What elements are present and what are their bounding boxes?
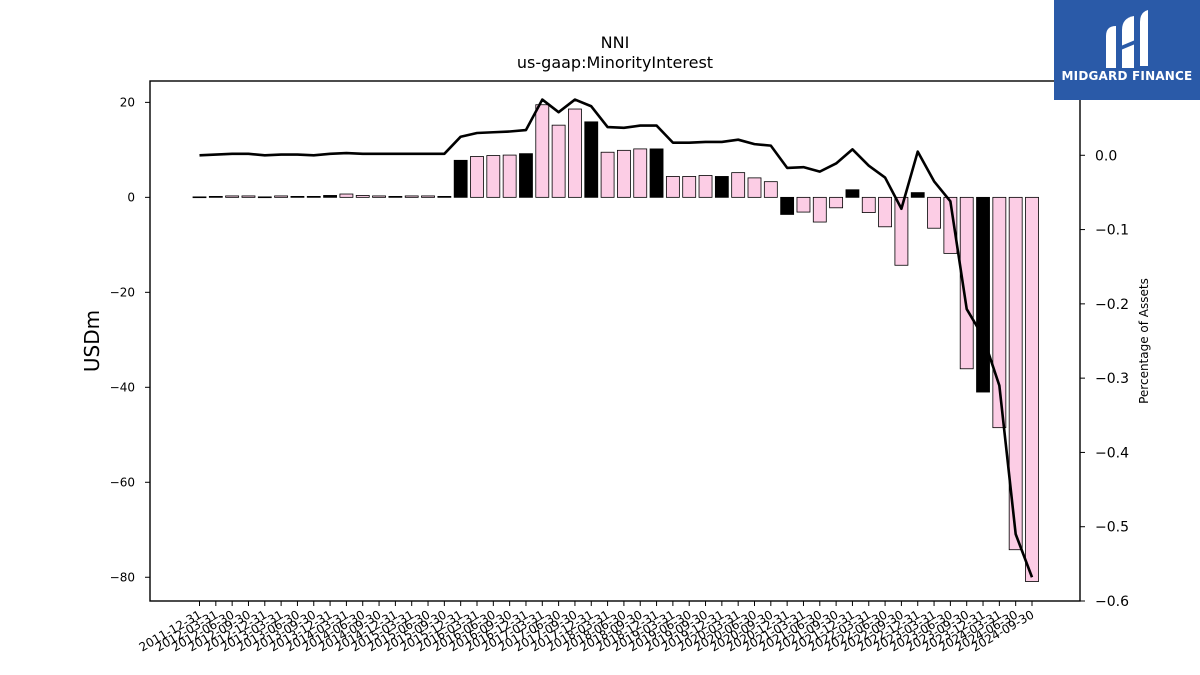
logo-text: MIDGARD FINANCE xyxy=(1061,69,1193,83)
bar xyxy=(747,177,762,198)
bar xyxy=(731,172,746,198)
bar xyxy=(878,196,892,228)
bar xyxy=(780,196,795,215)
bar xyxy=(372,195,386,198)
bar xyxy=(421,195,435,198)
brand-logo: MIDGARD FINANCE xyxy=(1054,0,1200,100)
bar xyxy=(323,195,337,198)
bar xyxy=(486,155,501,198)
bar xyxy=(617,149,631,198)
bar xyxy=(649,148,664,198)
bar xyxy=(453,159,468,198)
y-tick-label: −20 xyxy=(110,285,135,299)
bar xyxy=(568,108,582,198)
y-right-tick-label: −0.4 xyxy=(1095,445,1129,461)
y-axis-right-label: Percentage of Assets xyxy=(1137,278,1151,404)
asset-percentage-line xyxy=(199,98,1034,578)
bar xyxy=(633,148,648,198)
bar xyxy=(1025,196,1039,582)
bar xyxy=(192,196,207,199)
y-tick-label: −40 xyxy=(110,380,135,394)
bar xyxy=(208,195,223,198)
y-tick-label: 20 xyxy=(120,95,135,109)
bar xyxy=(551,124,566,198)
line-series xyxy=(199,98,1034,578)
bar xyxy=(959,196,974,370)
y-axis-left: 20 0 −20 −40 −60 −80 xyxy=(110,95,150,584)
bar xyxy=(225,195,240,198)
bar xyxy=(470,156,484,198)
bar xyxy=(274,195,289,198)
bar xyxy=(388,195,403,198)
bar xyxy=(812,196,827,223)
bar xyxy=(241,195,256,198)
y-right-tick-label: −0.2 xyxy=(1095,297,1129,313)
bar xyxy=(1008,196,1023,551)
bar xyxy=(698,175,713,198)
bar xyxy=(829,196,844,209)
bar xyxy=(665,176,680,198)
midgard-logo-icon xyxy=(1106,10,1148,68)
y-axis-label: USDm xyxy=(80,310,104,372)
bar xyxy=(535,104,550,198)
bar xyxy=(584,121,599,198)
y-right-tick-label: −0.3 xyxy=(1095,371,1129,387)
bar xyxy=(682,176,697,198)
bar-series xyxy=(192,104,1039,582)
y-right-tick-label: 0.0 xyxy=(1095,148,1117,164)
bar xyxy=(976,196,990,393)
bar xyxy=(600,151,615,198)
chart-subtitle: us-gaap:MinorityInterest xyxy=(517,53,713,72)
bar xyxy=(894,196,909,266)
y-right-tick-label: −0.5 xyxy=(1095,520,1129,536)
bar xyxy=(943,196,958,254)
bar xyxy=(519,153,533,198)
y-tick-label: −60 xyxy=(110,475,135,489)
bar xyxy=(306,195,321,198)
bar xyxy=(845,189,860,198)
y-right-tick-label: −0.6 xyxy=(1095,594,1129,610)
bar xyxy=(992,196,1007,429)
bar xyxy=(714,176,729,198)
chart-title: NNI xyxy=(601,33,630,52)
y-tick-label: −80 xyxy=(110,570,135,584)
plot-frame xyxy=(149,80,1081,602)
bar xyxy=(437,195,452,198)
bar xyxy=(910,192,925,198)
bar xyxy=(763,181,778,198)
bar xyxy=(290,195,305,198)
bar xyxy=(339,193,354,198)
bar xyxy=(927,196,941,229)
y-axis-right: 0.0 −0.1 −0.2 −0.3 −0.4 −0.5 −0.6 xyxy=(1080,148,1129,610)
x-axis: 2011-12-312012-03-312012-06-302012-09-30… xyxy=(137,601,1037,654)
y-tick-label: 0 xyxy=(127,190,135,204)
bar xyxy=(796,196,811,213)
bar xyxy=(861,196,876,213)
bar xyxy=(257,196,272,199)
bar xyxy=(502,154,517,198)
bar xyxy=(355,195,370,198)
y-right-tick-label: −0.1 xyxy=(1095,223,1129,239)
bar xyxy=(404,195,419,198)
